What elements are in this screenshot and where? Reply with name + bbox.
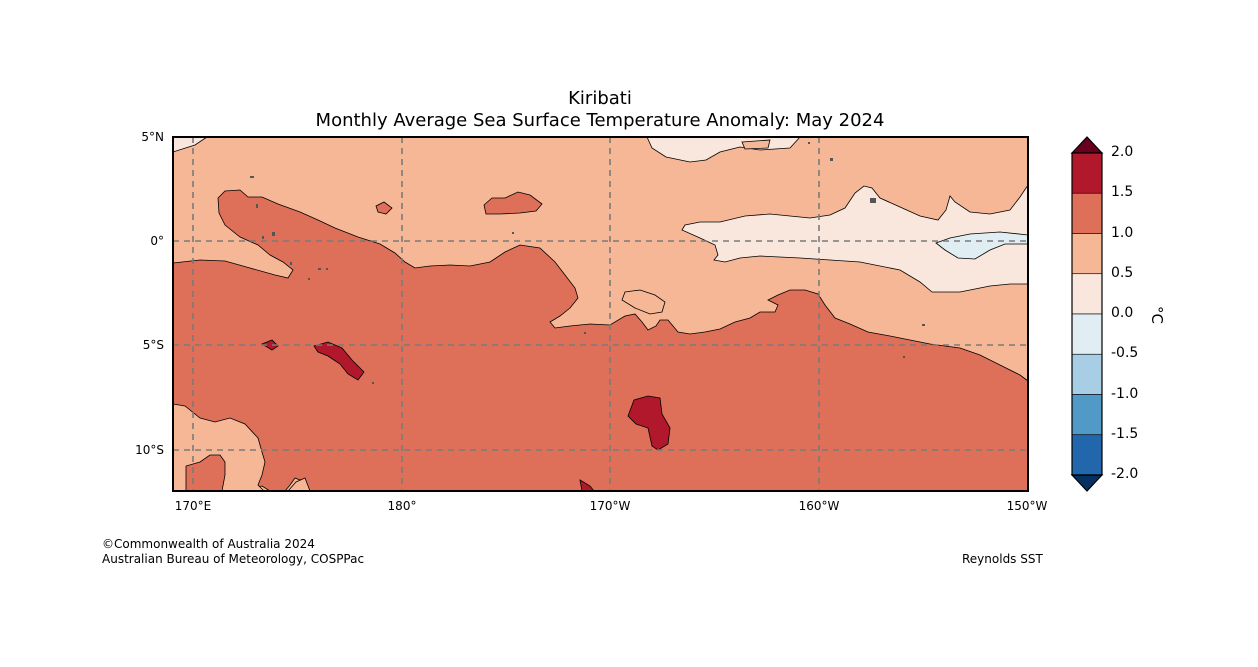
copyright-text: ©Commonwealth of Australia 2024	[102, 537, 315, 551]
region-0p5-1p0-pocket	[621, 289, 666, 315]
colorbar-cell	[1071, 233, 1103, 275]
agency-text: Australian Bureau of Meteorology, COSPPa…	[102, 552, 365, 566]
colorbar-tick-label: 0.5	[1111, 265, 1134, 281]
lat-label-5n: 5°N	[141, 130, 164, 144]
region-1p5-2p0-c	[627, 395, 671, 451]
lon-label-180: 180°	[387, 499, 417, 513]
colorbar-cell	[1071, 434, 1103, 476]
lon-label-150w: 150°W	[1006, 499, 1048, 513]
colorbar-frame	[1071, 152, 1103, 476]
region-1p5-2p0-b	[313, 341, 365, 381]
colorbar-cell	[1071, 313, 1103, 355]
lat-label-5s: 5°S	[142, 338, 164, 352]
colorbar-tick-label: 2.0	[1111, 144, 1134, 160]
colorbar-cell	[1071, 394, 1103, 436]
region-1p0-1p5-south	[172, 189, 1029, 492]
region-0-0p5-equatorial	[681, 183, 1029, 293]
colorbar-tick-label: 0.0	[1111, 305, 1134, 321]
lat-label-0: 0°	[150, 234, 164, 248]
region-1p0-1p5-lowerleft-pocket	[185, 454, 226, 492]
colorbar-under-arrow	[1070, 474, 1104, 492]
colorbar	[1070, 136, 1104, 492]
colorbar-cell	[1071, 152, 1103, 194]
lat-label-10s: 10°S	[135, 443, 164, 457]
colorbar-tick-label: -1.5	[1111, 426, 1139, 442]
colorbar-cell	[1071, 192, 1103, 234]
map-subtitle: Monthly Average Sea Surface Temperature …	[315, 110, 885, 131]
region-1p0-1p5-islet-a	[375, 201, 393, 215]
region-neg0p5-0	[935, 231, 1029, 260]
colorbar-over-arrow	[1070, 136, 1104, 154]
colorbar-tick-label: 1.0	[1111, 225, 1134, 241]
colorbar-tick-label: 1.5	[1111, 184, 1134, 200]
map-frame	[172, 136, 1029, 492]
colorbar-cell	[1071, 273, 1103, 315]
colorbar-tick-label: -2.0	[1111, 466, 1139, 482]
region-1p5-2p0-a	[261, 339, 279, 351]
lon-label-160w: 160°W	[798, 499, 840, 513]
data-source: Reynolds SST	[962, 552, 1043, 566]
atolls	[250, 142, 925, 384]
region-0-0p5-top-island	[741, 139, 771, 150]
lon-label-170e: 170°E	[174, 499, 212, 513]
credits: ©Commonwealth of Australia 2024 Australi…	[102, 537, 364, 567]
map-area	[172, 136, 1029, 492]
colorbar-tick-label: -0.5	[1111, 345, 1139, 361]
map-title: Kiribati	[568, 88, 632, 109]
colorbar-unit: °C	[1147, 306, 1166, 324]
gridlines	[173, 137, 1028, 491]
region-1p0-1p5-islet-b	[483, 191, 543, 215]
lon-label-170w: 170°W	[589, 499, 631, 513]
colorbar-cell	[1071, 353, 1103, 395]
colorbar-tick-label: -1.0	[1111, 386, 1139, 402]
